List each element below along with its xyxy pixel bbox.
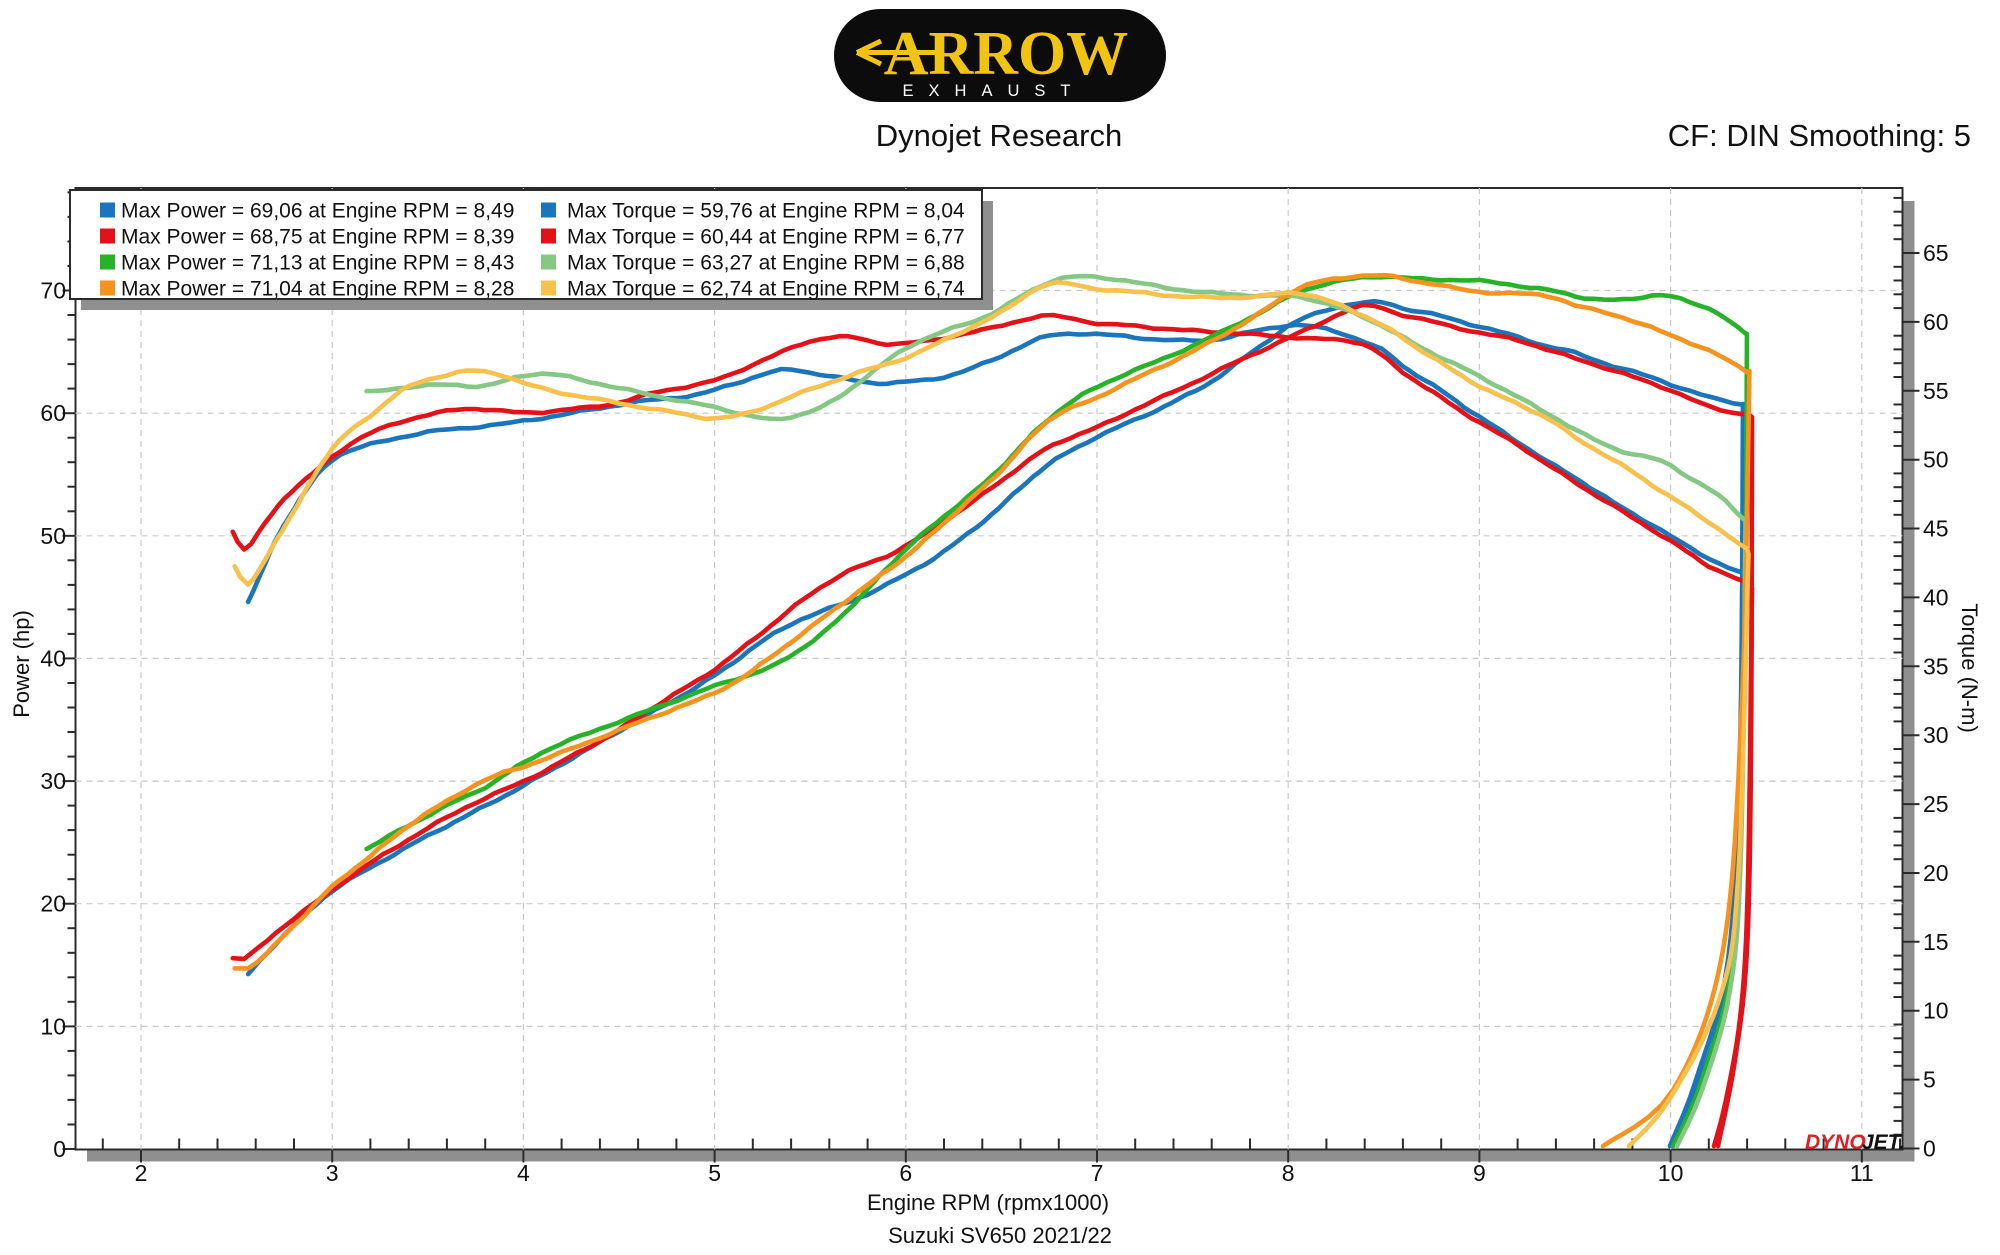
svg-text:30: 30	[40, 768, 66, 794]
svg-text:30: 30	[1923, 722, 1949, 748]
svg-text:Max Torque = 59,76 at Engine R: Max Torque = 59,76 at Engine RPM = 8,04	[567, 200, 965, 223]
svg-text:Torque (N-m): Torque (N-m)	[1957, 603, 1982, 733]
svg-text:60: 60	[1923, 309, 1949, 335]
svg-text:Engine RPM (rpmx1000): Engine RPM (rpmx1000)	[867, 1190, 1109, 1215]
svg-text:20: 20	[1923, 860, 1949, 886]
svg-text:40: 40	[1923, 584, 1949, 610]
svg-text:3: 3	[326, 1160, 339, 1186]
svg-text:40: 40	[40, 645, 66, 671]
svg-text:EXHAUST: EXHAUST	[903, 82, 1086, 100]
svg-text:CF: DIN Smoothing: 5: CF: DIN Smoothing: 5	[1668, 118, 1971, 153]
svg-text:65: 65	[1923, 240, 1949, 266]
svg-text:10: 10	[40, 1013, 66, 1039]
svg-text:70: 70	[40, 278, 66, 304]
svg-text:6: 6	[899, 1160, 912, 1186]
svg-text:50: 50	[1923, 447, 1949, 473]
svg-text:5: 5	[1923, 1067, 1936, 1093]
svg-text:9: 9	[1473, 1160, 1486, 1186]
svg-text:Suzuki SV650 2021/22: Suzuki SV650 2021/22	[888, 1223, 1112, 1248]
svg-text:50: 50	[40, 523, 66, 549]
svg-text:55: 55	[1923, 378, 1949, 404]
svg-text:Power (hp): Power (hp)	[9, 610, 34, 718]
svg-text:15: 15	[1923, 929, 1949, 955]
svg-text:DYNO: DYNO	[1805, 1131, 1866, 1154]
svg-text:2: 2	[135, 1160, 148, 1186]
svg-text:7: 7	[1091, 1160, 1104, 1186]
svg-text:0: 0	[1923, 1136, 1936, 1162]
svg-text:60: 60	[40, 400, 66, 426]
svg-text:Max Torque = 62,74 at Engine R: Max Torque = 62,74 at Engine RPM = 6,74	[567, 278, 965, 301]
svg-text:25: 25	[1923, 791, 1949, 817]
svg-text:Max Power = 71,04 at Engine RP: Max Power = 71,04 at Engine RPM = 8,28	[121, 278, 514, 301]
svg-text:0: 0	[53, 1136, 66, 1162]
svg-text:10: 10	[1923, 998, 1949, 1024]
svg-text:4: 4	[517, 1160, 530, 1186]
svg-text:5: 5	[708, 1160, 721, 1186]
svg-text:Max Torque = 63,27 at Engine R: Max Torque = 63,27 at Engine RPM = 6,88	[567, 252, 965, 275]
svg-text:Max Torque = 60,44 at Engine R: Max Torque = 60,44 at Engine RPM = 6,77	[567, 226, 965, 249]
svg-text:8: 8	[1282, 1160, 1295, 1186]
svg-text:45: 45	[1923, 516, 1949, 542]
svg-text:Max Power = 68,75 at Engine RP: Max Power = 68,75 at Engine RPM = 8,39	[121, 226, 514, 249]
svg-text:35: 35	[1923, 653, 1949, 679]
svg-text:20: 20	[40, 891, 66, 917]
svg-text:Max Power = 69,06 at Engine RP: Max Power = 69,06 at Engine RPM = 8,49	[121, 200, 514, 223]
svg-text:Max Power = 71,13 at Engine RP: Max Power = 71,13 at Engine RPM = 8,43	[121, 252, 514, 275]
svg-text:JET.: JET.	[1862, 1131, 1905, 1154]
svg-text:11: 11	[1850, 1160, 1874, 1186]
svg-text:10: 10	[1658, 1160, 1684, 1186]
svg-text:Dynojet Research: Dynojet Research	[876, 118, 1122, 153]
